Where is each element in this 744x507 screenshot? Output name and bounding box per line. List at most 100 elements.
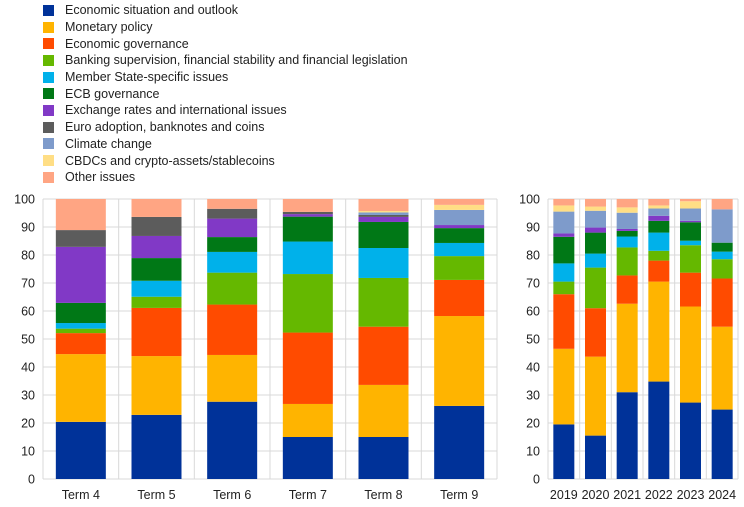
bar-segment <box>585 435 606 479</box>
bar-segment <box>648 199 670 206</box>
bar-segment <box>648 232 670 251</box>
bar-segment <box>680 201 701 209</box>
bar-segment <box>585 199 606 207</box>
bar-segment <box>680 402 701 479</box>
x-tick-label: 2024 <box>708 488 736 502</box>
y-tick-label: 90 <box>526 221 540 235</box>
x-tick-label: Term 9 <box>440 488 478 502</box>
bar-segment <box>585 210 606 228</box>
bar-segment <box>207 208 258 219</box>
y-tick-label: 50 <box>526 333 540 347</box>
legend-item: Exchange rates and international issues <box>43 102 408 119</box>
bar-segment <box>55 354 106 422</box>
legend-label: Banking supervision, financial stability… <box>65 53 408 68</box>
bar-segment <box>680 272 701 307</box>
legend-label: Other issues <box>65 170 136 185</box>
y-tick-label: 100 <box>14 193 35 207</box>
bar-segment <box>434 279 485 317</box>
bar-segment <box>282 241 333 275</box>
bar-segment <box>616 212 638 229</box>
bar-segment <box>207 251 258 273</box>
bar-segment <box>680 208 701 221</box>
legend-label: Monetary policy <box>65 20 153 35</box>
bar-segment <box>434 209 485 226</box>
bar-segment <box>358 248 409 278</box>
legend-label: ECB governance <box>65 86 160 101</box>
x-tick-label: Term 8 <box>364 488 402 502</box>
legend-item: Euro adoption, banknotes and coins <box>43 119 408 136</box>
y-tick-label: 10 <box>526 445 540 459</box>
bar-segment <box>282 403 333 437</box>
x-tick-label: 2022 <box>645 488 673 502</box>
bar-segment <box>616 392 638 479</box>
x-tick-label: 2021 <box>613 488 641 502</box>
legend-label: CBDCs and crypto-assets/stablecoins <box>65 153 275 168</box>
bar-segment <box>616 247 638 276</box>
bar-segment <box>358 216 409 222</box>
y-tick-label: 40 <box>21 361 35 375</box>
bar-segment <box>55 323 106 329</box>
bar-segment <box>648 260 670 282</box>
bar-segment <box>553 348 575 425</box>
bar-segment <box>648 250 670 261</box>
bar-segment <box>434 405 485 479</box>
bar-segment <box>616 230 638 237</box>
bar-segment <box>711 326 733 410</box>
y-tick-label: 20 <box>526 417 540 431</box>
y-tick-label: 90 <box>21 221 35 235</box>
legend-swatch <box>43 138 54 150</box>
legend-item: Banking supervision, financial stability… <box>43 52 408 69</box>
bar-segment <box>616 228 638 231</box>
bar-segment <box>358 212 409 215</box>
bar-segment <box>55 421 106 479</box>
bar-segment <box>585 267 606 309</box>
legend-swatch <box>43 54 54 66</box>
y-tick-label: 100 <box>519 193 540 207</box>
bar-segment <box>55 246 106 303</box>
legend-swatch <box>43 104 54 116</box>
bar-segment <box>553 281 575 295</box>
y-tick-label: 20 <box>21 417 35 431</box>
bar-segment <box>207 218 258 238</box>
bar-segment <box>711 251 733 260</box>
bar-segment <box>553 205 575 212</box>
bar-segment <box>616 236 638 248</box>
y-tick-label: 0 <box>28 473 35 487</box>
bar-segment <box>358 211 409 213</box>
bar-segment <box>207 304 258 355</box>
legend-label: Climate change <box>65 136 152 151</box>
legend-item: ECB governance <box>43 85 408 102</box>
bar-segment <box>711 242 733 252</box>
bar-segment <box>616 303 638 393</box>
bar-segment <box>616 275 638 304</box>
bar-segment <box>648 381 670 479</box>
legend-item: Monetary policy <box>43 19 408 36</box>
bar-segment <box>131 356 182 415</box>
bar-segment <box>131 199 182 217</box>
bar-segment <box>680 199 701 202</box>
legend-label: Exchange rates and international issues <box>65 103 287 118</box>
bar-segment <box>680 220 701 223</box>
bar-segment <box>648 205 670 209</box>
bar-segment <box>358 277 409 327</box>
bar-segment <box>55 328 106 334</box>
legend-label: Member State-specific issues <box>65 70 229 85</box>
bar-segment <box>55 333 106 355</box>
bar-segment <box>648 281 670 382</box>
legend-item: Other issues <box>43 169 408 186</box>
bar-segment <box>585 253 606 268</box>
x-tick-label: Term 4 <box>62 488 100 502</box>
bar-segment <box>282 211 333 215</box>
bar-segment <box>711 209 733 243</box>
x-tick-label: 2019 <box>550 488 578 502</box>
legend-swatch <box>43 38 54 50</box>
bar-segment <box>680 222 701 241</box>
y-tick-label: 70 <box>21 277 35 291</box>
bar-segment <box>680 245 701 273</box>
legend: Economic situation and outlook Monetary p… <box>43 2 408 186</box>
y-tick-label: 60 <box>21 305 35 319</box>
legend-item: Economic situation and outlook <box>43 2 408 19</box>
y-tick-label: 60 <box>526 305 540 319</box>
y-tick-label: 10 <box>21 445 35 459</box>
